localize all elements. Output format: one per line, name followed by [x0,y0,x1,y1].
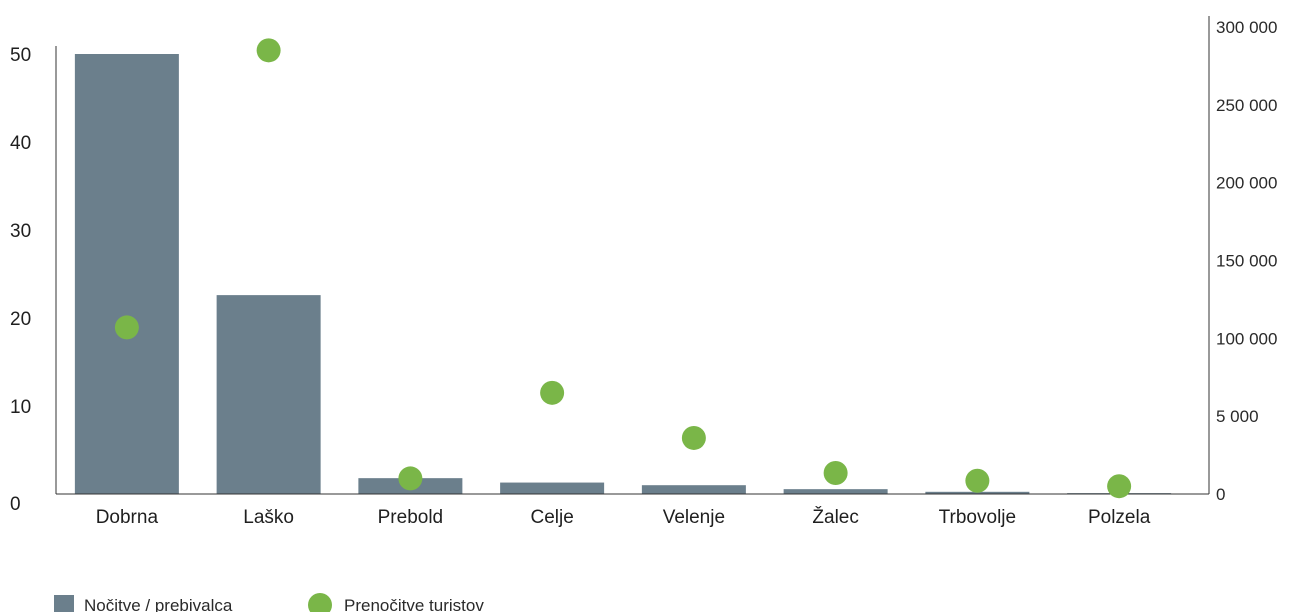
left-tick-label: 10 [10,397,31,418]
left-tick-label: 50 [10,45,31,66]
bar [216,295,321,494]
legend-bar-label: Nočitve / prebivalca [84,596,233,612]
legend-dot-label: Prenočitve turistov [344,596,484,612]
right-tick-label: 300 000 [1216,18,1277,37]
bar [500,482,605,494]
bar [783,489,888,494]
category-label: Dobrna [96,507,159,528]
scatter-point [823,460,848,485]
left-tick-label: 0 [10,494,21,515]
right-tick-label: 250 000 [1216,96,1277,115]
left-tick-label: 30 [10,221,31,242]
right-y-axis: 0 5 000 100 000 150 000 200 000 250 000 300 00… [1208,16,1277,504]
left-y-axis: 0 10 20 30 40 50 [10,45,57,515]
scatter-point [1107,474,1132,499]
scatter-point [965,468,990,493]
legend-bar-swatch [54,595,74,612]
scatter-point [256,38,281,63]
category-label: Velenje [663,507,725,528]
legend: Nočitve / prebivalca Prenočitve turistov [54,593,484,612]
category-label: Laško [243,507,294,528]
bar [641,485,746,494]
left-tick-label: 40 [10,133,31,154]
category-label: Žalec [812,506,858,528]
category-label: Prebold [378,507,444,528]
bar [74,54,179,494]
right-tick-label: 200 000 [1216,174,1277,193]
scatter-point [540,380,565,405]
right-tick-label: 100 000 [1216,329,1277,348]
x-axis: Dobrna Laško Prebold Celje Velenje Žalec Trbov… [56,493,1209,528]
scatter-point [114,315,139,340]
scatter-point [398,466,423,491]
category-label: Trbovolje [939,507,1016,528]
bar [925,491,1030,494]
category-label: Celje [530,507,573,528]
scatter-point [681,425,706,450]
scatter-series [114,38,1132,499]
bar-series [74,54,1172,495]
right-tick-label: 5 000 [1216,407,1259,426]
category-label: Polzela [1088,507,1151,528]
legend-dot-swatch [308,593,332,612]
right-tick-label: 150 000 [1216,252,1277,271]
right-tick-label: 0 [1216,485,1225,504]
left-tick-label: 20 [10,309,31,330]
